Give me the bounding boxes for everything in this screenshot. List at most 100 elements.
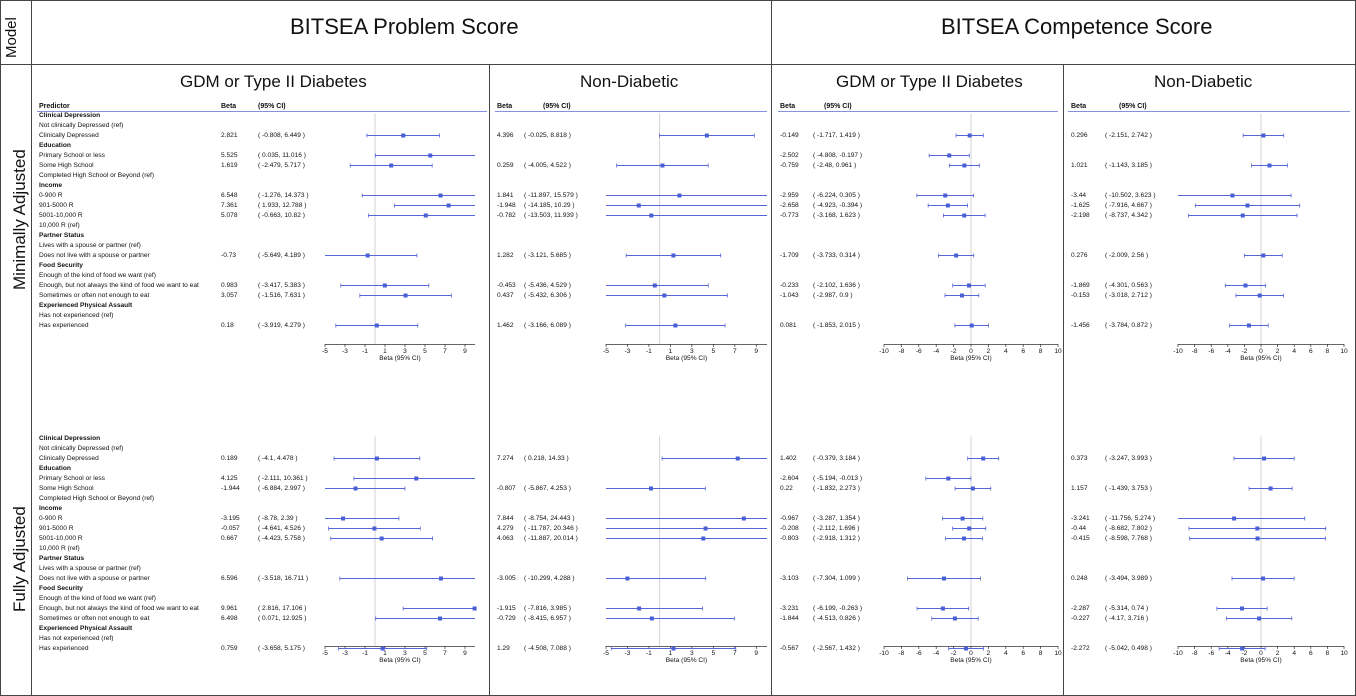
predictor-label-fully: Sometimes or often not enough to eat <box>39 614 150 622</box>
estimate-point <box>943 193 948 198</box>
beta-value: -0.153 <box>1071 291 1090 299</box>
estimate-point <box>962 213 967 218</box>
estimate-point <box>662 293 667 298</box>
x-tick-label: 5 <box>711 348 716 355</box>
estimate-point <box>389 163 394 168</box>
estimate-point <box>372 526 377 531</box>
predictor-label-fully: 901-5000 R <box>39 524 74 532</box>
beta-value: 0.667 <box>221 534 238 542</box>
beta-value: -0.567 <box>780 644 799 652</box>
x-tick-label: 5 <box>423 650 427 657</box>
x-tick-label: 1 <box>383 650 387 657</box>
estimate-point <box>428 153 433 158</box>
beta-value: -2.658 <box>780 201 799 209</box>
x-tick-label: -8 <box>1191 650 1198 657</box>
ci-value: ( -7.916, 4.667 ) <box>1105 201 1152 209</box>
beta-value: -1.915 <box>497 604 516 612</box>
model-label-minimally-adjusted: Minimally Adjusted <box>10 149 29 290</box>
ci-value: ( -1.439, 3.753 ) <box>1105 484 1152 492</box>
x-tick-label: -2 <box>950 650 957 657</box>
estimate-point <box>940 606 945 611</box>
predictor-label-fully: Has not experienced (ref) <box>39 634 114 642</box>
estimate-point <box>1240 213 1245 218</box>
beta-value: 0.983 <box>221 281 238 289</box>
estimate-point <box>954 253 959 258</box>
x-tick-label: -10 <box>879 348 889 355</box>
x-tick-label: -5 <box>322 348 328 355</box>
ci-value: ( -3.518, 16.711 ) <box>258 574 309 582</box>
x-tick-label: -2 <box>1241 348 1248 355</box>
ci-value: ( -4.808, -0.197 ) <box>813 151 863 159</box>
x-tick-label: 0 <box>1259 650 1263 657</box>
x-tick-label: 8 <box>1325 348 1330 355</box>
predictor-section-minimal: Experienced Physical Assault <box>39 301 133 309</box>
ci-value: ( -3.121, 5.685 ) <box>524 251 571 259</box>
estimate-point <box>649 616 654 621</box>
ci-value: ( -3.018, 2.712 ) <box>1105 291 1152 299</box>
beta-value: 0.259 <box>497 161 514 169</box>
predictor-section-fully: Education <box>39 464 71 472</box>
ci-value: ( -5.867, 4.253 ) <box>524 484 571 492</box>
ci-value: ( -2.009, 2.56 ) <box>1105 251 1149 259</box>
predictor-section-fully: Clinical Depression <box>39 434 101 442</box>
beta-value: -1.944 <box>221 484 240 492</box>
x-tick-label: 4 <box>1003 348 1008 355</box>
ci-value: ( 0.035, 11.016 ) <box>258 151 306 159</box>
x-tick-label: -8 <box>898 650 905 657</box>
beta-value: -0.44 <box>1071 524 1087 532</box>
ci-value: ( -11.897, 15.579 ) <box>524 191 578 199</box>
x-tick-label: 6 <box>1021 348 1026 355</box>
header-beta-2: Beta <box>497 103 513 110</box>
estimate-point <box>1267 163 1272 168</box>
estimate-point <box>374 323 379 328</box>
beta-value: 6.498 <box>221 614 238 622</box>
ci-value: ( -2.987, 0.9 ) <box>813 291 853 299</box>
estimate-point <box>353 486 358 491</box>
x-tick-label: 0 <box>969 650 973 657</box>
estimate-point <box>735 456 740 461</box>
beta-value: -1.844 <box>780 614 799 622</box>
predictor-label-minimal: Does not live with a spouse or partner <box>39 251 150 259</box>
ci-value: ( -14.185, 10.29 ) <box>524 201 575 209</box>
x-tick-label: 7 <box>732 650 737 657</box>
x-tick-label: 5 <box>423 348 427 355</box>
predictor-label-minimal: Clinically Depressed <box>39 131 99 139</box>
ci-value: ( -3.784, 0.872 ) <box>1105 321 1152 329</box>
x-tick-label: 3 <box>403 650 407 657</box>
predictor-label-fully: Not clinically Depressed (ref) <box>39 444 124 452</box>
estimate-point <box>625 576 630 581</box>
estimate-point <box>952 616 957 621</box>
x-tick-label: 7 <box>732 348 737 355</box>
estimate-point <box>382 283 387 288</box>
estimate-point <box>969 323 974 328</box>
estimate-point <box>962 163 967 168</box>
beta-value: 4.125 <box>221 474 238 482</box>
ci-value: ( -2.48, 0.961 ) <box>813 161 857 169</box>
predictor-label-fully: 5001-10,000 R <box>39 534 83 542</box>
ci-value: ( -8.78, 2.39 ) <box>258 514 298 522</box>
estimate-point <box>942 576 947 581</box>
estimate-point <box>1240 606 1245 611</box>
x-tick-label: 10 <box>1054 348 1062 355</box>
ci-value: ( -1.853, 2.015 ) <box>813 321 860 329</box>
estimate-point <box>374 456 379 461</box>
ci-value: ( -5.436, 4.529 ) <box>524 281 571 289</box>
beta-value: 7.361 <box>221 201 238 209</box>
predictor-label-minimal: Sometimes or often not enough to eat <box>39 291 150 299</box>
ci-value: ( -3.417, 5.383 ) <box>258 281 305 289</box>
x-axis-label: Beta (95% CI) <box>950 355 992 362</box>
estimate-point <box>1261 576 1266 581</box>
beta-value: -0.803 <box>780 534 799 542</box>
x-tick-label: -4 <box>1224 348 1231 355</box>
x-tick-label: -5 <box>603 650 609 657</box>
x-tick-label: -1 <box>362 650 368 657</box>
x-tick-label: 0 <box>1259 348 1263 355</box>
estimate-point <box>701 536 706 541</box>
x-tick-label: 9 <box>754 650 759 657</box>
beta-value: 5.525 <box>221 151 238 159</box>
problem-score-title: BITSEA Problem Score <box>290 14 519 39</box>
ci-value: ( -1.143, 3.185 ) <box>1105 161 1152 169</box>
estimate-point <box>1261 253 1266 258</box>
x-tick-label: 2 <box>986 650 991 657</box>
ci-value: ( -5.042, 0.498 ) <box>1105 644 1152 652</box>
